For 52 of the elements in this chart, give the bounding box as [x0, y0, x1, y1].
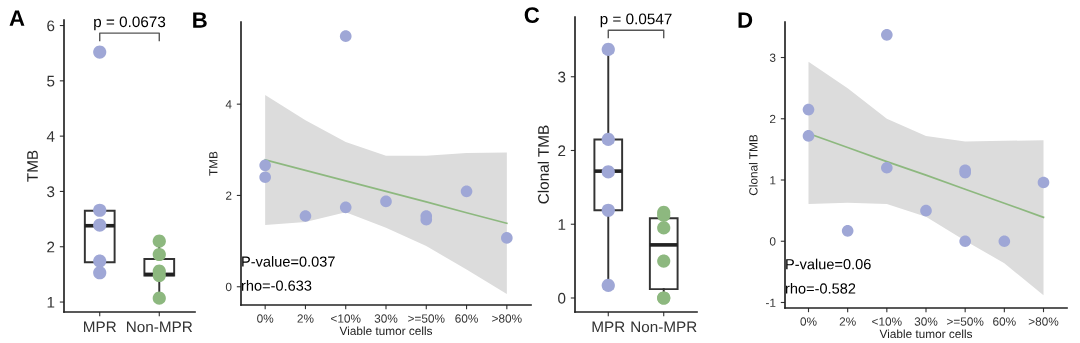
x-axis-title: Viable tumor cells — [879, 329, 973, 339]
x-tick-label: >80% — [1028, 317, 1059, 326]
y-tick-label: 0 — [769, 237, 776, 246]
y-tick-label: 2 — [226, 191, 232, 200]
y-tick-label: 4 — [46, 131, 55, 142]
annotation: P-value=0.037 — [242, 256, 335, 267]
y-tick-label: 3 — [558, 71, 566, 83]
y-tick-label: 4 — [225, 100, 232, 109]
x-tick-label: <10% — [331, 314, 361, 323]
x-tick-label: >80% — [492, 314, 522, 323]
annotation: rho=-0.633 — [241, 280, 312, 291]
annotation: p = 0.0547 — [600, 13, 672, 28]
y-tick-label: 3 — [769, 53, 776, 62]
annotation: rho=-0.582 — [785, 282, 856, 294]
y-tick-label: 1 — [770, 176, 776, 185]
y-tick-label: -1 — [766, 298, 776, 307]
x-tick-label: 0% — [800, 317, 817, 326]
x-tick-label: 30% — [914, 317, 938, 326]
chart-title: D — [738, 12, 753, 28]
y-axis-title: Clonal TMB — [537, 125, 549, 204]
y-axis-title: TMB — [209, 151, 218, 176]
x-tick-label: 0% — [257, 314, 274, 323]
y-tick-label: 1 — [47, 297, 55, 308]
y-tick-label: 2 — [770, 114, 776, 124]
x-tick-label: Non-MPR — [631, 321, 697, 333]
y-tick-label: 1 — [558, 219, 566, 230]
x-tick-label: 2% — [297, 314, 314, 323]
chart-title: C — [524, 7, 540, 23]
y-tick-label: 2 — [558, 145, 566, 157]
x-tick-label: <10% — [872, 317, 902, 326]
y-tick-label: 0 — [558, 292, 566, 304]
y-tick-label: 6 — [47, 20, 55, 32]
chart-title: A — [9, 10, 25, 26]
y-tick-label: 5 — [47, 75, 55, 87]
chart-title: B — [193, 12, 207, 28]
x-tick-label: 60% — [455, 314, 478, 323]
x-tick-label: Non-MPR — [126, 321, 193, 333]
x-tick-label: MPR — [592, 321, 625, 333]
x-axis-title: Viable tumor cells — [339, 326, 433, 336]
annotation: P-value=0.06 — [786, 258, 871, 270]
x-tick-label: 2% — [839, 317, 856, 326]
annotation: p = 0.0673 — [94, 16, 166, 31]
y-axis-title: Clonal TMB — [748, 134, 758, 196]
y-axis-title: TMB — [27, 150, 38, 182]
y-tick-label: 0 — [225, 282, 232, 292]
x-tick-label: 30% — [374, 314, 398, 323]
x-tick-label: >=50% — [408, 314, 445, 323]
x-tick-label: MPR — [84, 321, 116, 333]
y-tick-label: 3 — [47, 186, 55, 198]
x-tick-label: >=50% — [947, 317, 984, 326]
y-tick-label: 2 — [47, 241, 55, 253]
x-tick-label: 60% — [993, 317, 1016, 326]
